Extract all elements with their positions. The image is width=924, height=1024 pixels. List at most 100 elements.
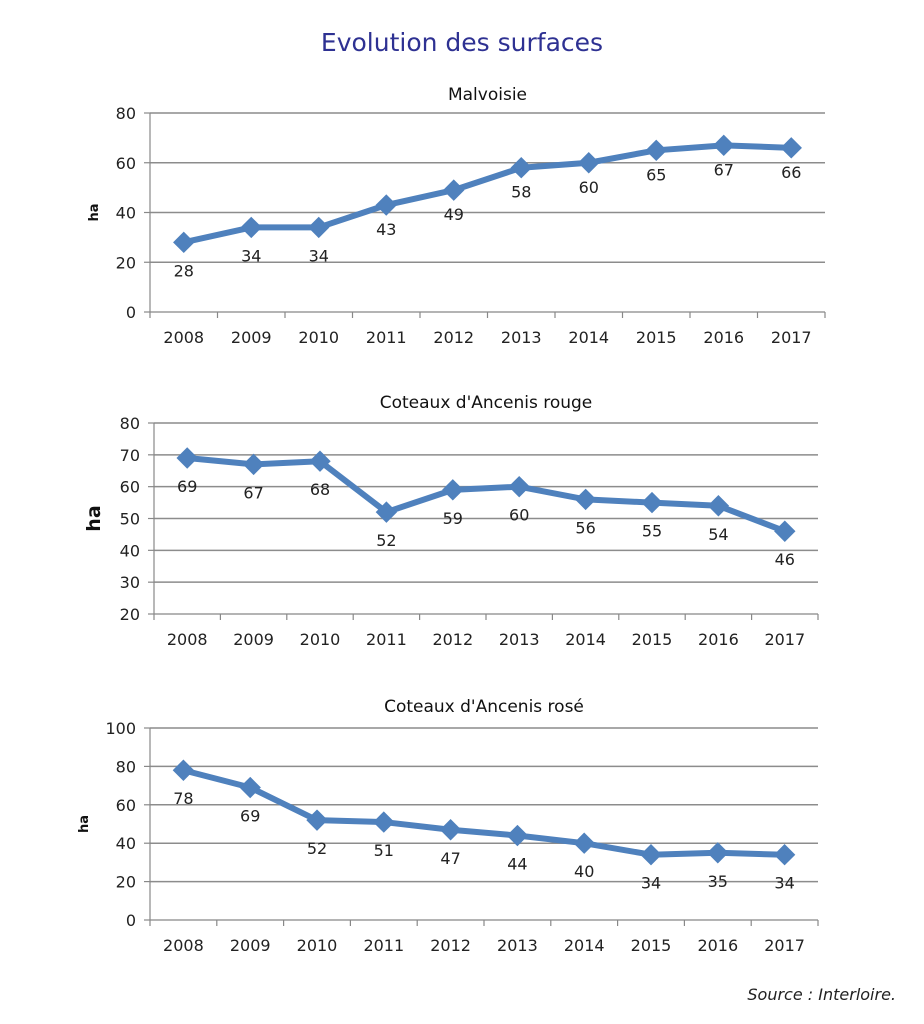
series-line <box>180 142 795 246</box>
y-tick-label: 30 <box>120 573 140 592</box>
x-tick-label: 2011 <box>366 630 407 649</box>
data-label: 52 <box>376 531 396 550</box>
data-point <box>645 139 667 162</box>
data-point <box>176 447 198 469</box>
x-tick-label: 2015 <box>631 936 672 955</box>
x-tick-label: 2014 <box>564 936 605 955</box>
data-point <box>239 776 261 799</box>
x-tick-label: 2016 <box>703 328 744 347</box>
data-point <box>510 157 532 179</box>
y-tick-label: 0 <box>126 911 136 930</box>
data-point <box>309 450 331 472</box>
x-tick-label: 2016 <box>697 936 738 955</box>
y-tick-label: 80 <box>120 414 140 433</box>
data-point <box>573 832 595 854</box>
data-point <box>641 491 663 514</box>
y-tick-label: 40 <box>116 204 136 223</box>
data-label: 58 <box>511 183 531 202</box>
data-label: 68 <box>310 480 330 499</box>
y-tick-label: 70 <box>120 446 140 465</box>
data-label: 43 <box>376 220 396 239</box>
data-point <box>172 759 195 781</box>
x-tick-label: 2017 <box>764 936 805 955</box>
data-label: 78 <box>173 789 193 808</box>
chart-title: Coteaux d'Ancenis rouge <box>380 393 593 413</box>
data-label: 55 <box>642 522 662 541</box>
chart-1: Malvoisie ha 0 20 40 60 80 2008 2009 2010 2011 2012… <box>87 85 826 347</box>
data-label: 67 <box>714 160 734 179</box>
x-tick-label: 2013 <box>501 328 542 347</box>
page-title: Evolution des surfaces <box>320 28 604 57</box>
x-tick-label: 2008 <box>163 936 204 955</box>
y-tick-label: 40 <box>120 541 140 560</box>
x-tick-label: 2015 <box>636 328 677 347</box>
y-tick-label: 80 <box>116 104 136 123</box>
y-tick-label: 20 <box>116 253 136 272</box>
data-point <box>773 844 796 866</box>
y-tick-label: 20 <box>116 873 136 892</box>
data-point <box>774 520 796 542</box>
y-axis-label: ha <box>83 505 105 531</box>
data-label: 34 <box>309 246 329 265</box>
data-point <box>508 475 530 498</box>
y-tick-label: 60 <box>116 154 136 173</box>
y-axis-label: ha <box>77 815 92 833</box>
chart-title: Malvoisie <box>448 85 527 105</box>
data-point <box>439 819 462 841</box>
y-tick-label: 80 <box>116 757 136 776</box>
x-tick-label: 2014 <box>568 328 609 347</box>
y-tick-label: 40 <box>116 834 136 853</box>
y-axis-label: ha <box>87 203 102 221</box>
data-point <box>713 134 735 157</box>
data-label: 69 <box>240 807 260 826</box>
data-label: 40 <box>574 862 594 881</box>
data-label: 34 <box>641 874 661 893</box>
data-point <box>574 488 597 511</box>
data-label: 34 <box>774 874 794 893</box>
data-label: 51 <box>374 841 394 860</box>
data-label: 28 <box>174 261 194 280</box>
data-label: 69 <box>177 477 197 496</box>
y-tick-label: 100 <box>105 719 136 738</box>
data-label: 46 <box>775 550 795 569</box>
y-tick-label: 60 <box>116 796 136 815</box>
source-note: Source : Interloire. <box>747 985 896 1004</box>
y-tick-label: 50 <box>120 510 140 529</box>
data-point <box>780 137 802 159</box>
x-tick-label: 2010 <box>300 630 341 649</box>
data-label: 52 <box>307 839 327 858</box>
chart-3: Coteaux d'Ancenis rosé ha 0 20 40 60 80 100 2008… <box>77 697 819 955</box>
data-point <box>373 811 395 833</box>
data-point <box>306 809 328 831</box>
data-point <box>640 844 662 866</box>
y-tick-label: 0 <box>126 303 136 322</box>
x-tick-label: 2009 <box>233 630 274 649</box>
x-tick-label: 2016 <box>698 630 739 649</box>
x-tick-label: 2011 <box>366 328 407 347</box>
data-point <box>375 194 397 216</box>
data-point <box>707 495 730 517</box>
data-point <box>442 479 464 501</box>
data-point <box>242 453 265 476</box>
series-line <box>184 455 788 535</box>
data-label: 60 <box>579 178 599 197</box>
x-tick-label: 2010 <box>297 936 338 955</box>
x-tick-label: 2017 <box>764 630 805 649</box>
data-point <box>443 179 465 201</box>
x-tick-label: 2012 <box>430 936 471 955</box>
data-label: 49 <box>444 205 464 224</box>
y-tick-label: 20 <box>120 605 140 624</box>
data-point <box>308 216 330 239</box>
x-tick-label: 2009 <box>231 328 272 347</box>
data-label: 47 <box>440 849 460 868</box>
data-label: 44 <box>507 855 527 874</box>
data-label: 65 <box>646 165 666 184</box>
x-tick-label: 2008 <box>163 328 204 347</box>
data-label: 56 <box>575 518 595 537</box>
x-tick-label: 2008 <box>167 630 208 649</box>
x-tick-label: 2015 <box>632 630 673 649</box>
data-point <box>173 231 195 254</box>
data-label: 54 <box>708 525 728 544</box>
x-tick-label: 2013 <box>497 936 538 955</box>
